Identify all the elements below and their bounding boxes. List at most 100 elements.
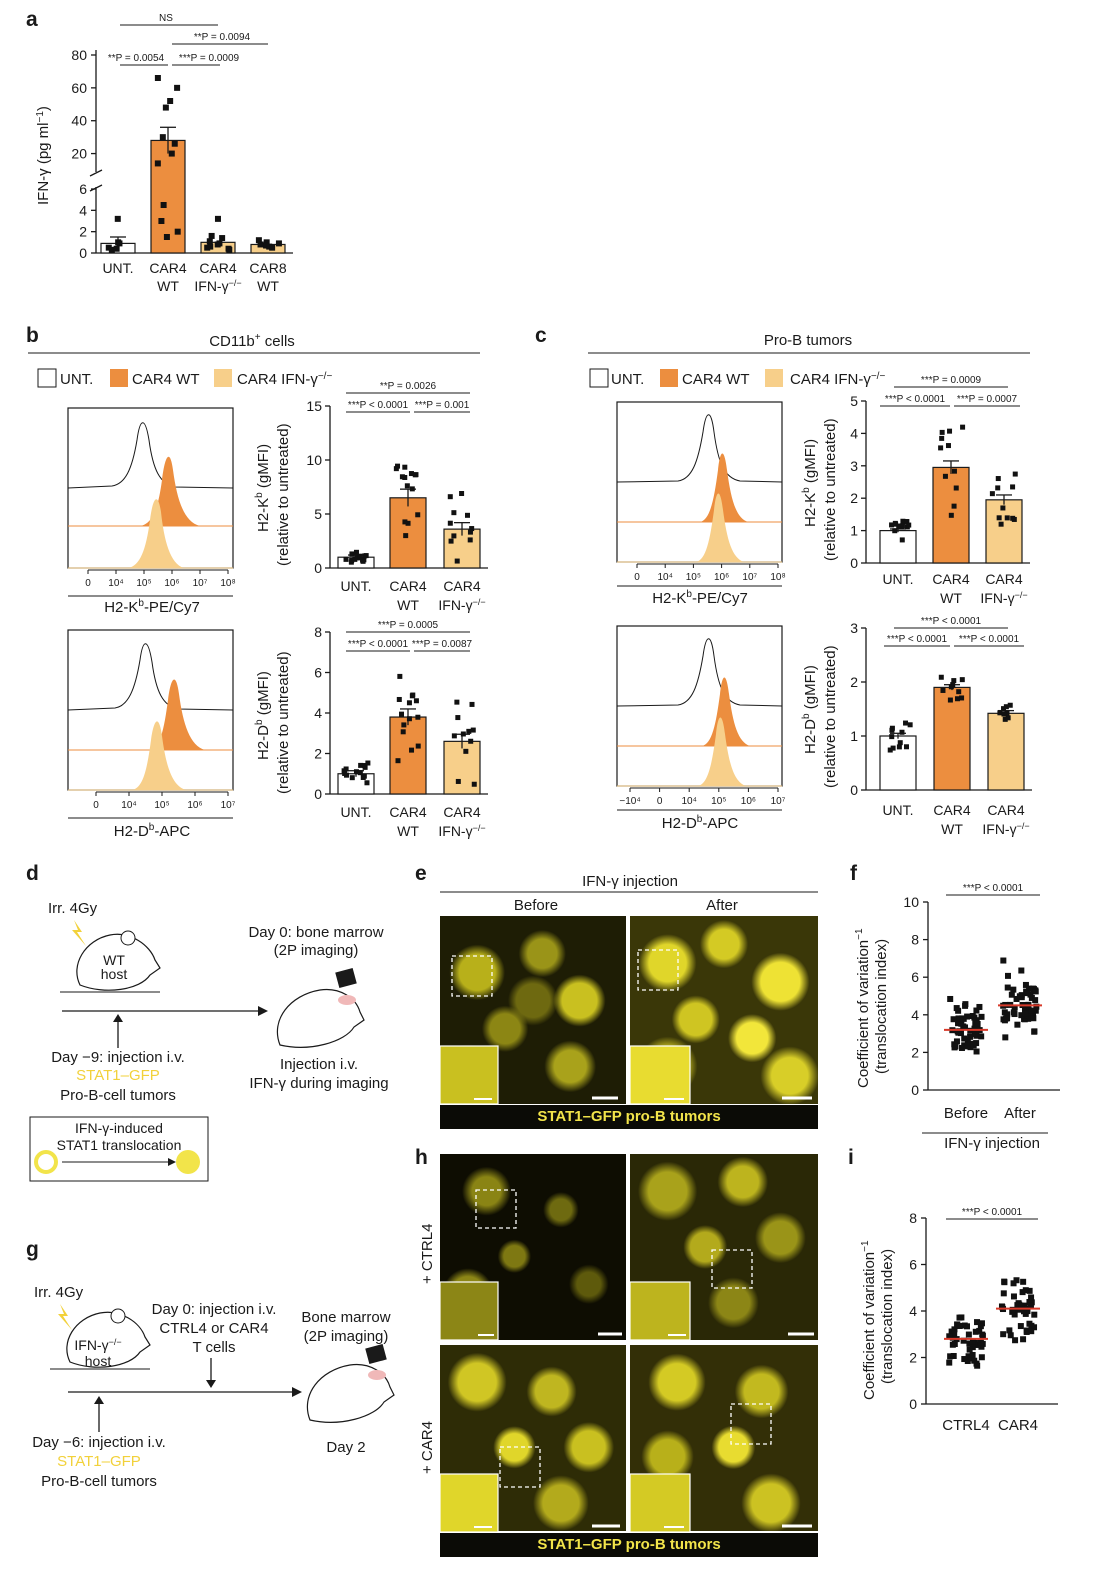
b-legend-swatch-ko [214,369,232,387]
data-point [1011,516,1017,522]
d-host2: host [101,966,128,982]
a-stat-2: ***P = 0.0009 [179,53,240,64]
data-point [448,538,454,544]
data-point [469,701,475,707]
data-point [406,700,412,706]
c-legend-ko: CAR4 IFN-γ−/− [790,371,885,388]
d-injection-arrowhead [113,1014,123,1022]
c-flow-bot-xlabel: H2-Db-APC [662,814,739,832]
a-data-point [174,228,181,235]
b-bot-ylabel1: H2-Db (gMFI) [254,671,272,760]
data-point [948,684,954,690]
data-point [365,760,371,766]
data-point [467,529,473,535]
data-point [995,485,1001,491]
a-axis-break [89,184,103,192]
c-flow-top-ticks: 0 10⁴ 10⁵ 10⁶ 10⁷ 10⁸ [634,563,786,583]
bar [389,497,427,569]
a-data-point [115,239,122,246]
stat-label: ***P < 0.0001 [887,634,948,645]
a-data-point [105,244,112,251]
b-flow-top-unt [67,422,234,489]
data-point [962,1024,969,1031]
b-title: CD11b+ cells [209,332,295,350]
data-point [1000,1290,1007,1297]
y-tick-label: 15 [306,398,322,414]
y-tick-label: 6 [314,665,322,681]
y-tick-label: 1 [850,728,858,744]
y-tick-label: 4 [911,1007,919,1023]
stat-label: ***P = 0.001 [415,400,470,411]
data-point [1006,1327,1013,1334]
d-timeline-arrow [258,1006,268,1016]
data-point [471,781,477,787]
c-top-ylabel1: H2-Kb (gMFI) [801,439,819,527]
flow-tick-label: 10⁷ [771,796,786,807]
data-point [903,720,909,726]
data-point [415,714,421,720]
flow-tick-label: 10⁶ [164,578,179,589]
a-data-point [214,241,221,248]
flow-tick-label: 10⁴ [121,800,136,811]
data-point [904,519,910,525]
data-point [466,728,472,734]
y-tick-label: 2 [850,674,858,690]
data-point [354,555,360,561]
data-point [973,1007,980,1014]
b-legend-swatch-unt [37,368,57,388]
stat-label: ***P = 0.0007 [957,394,1018,405]
stat-label: ***P < 0.0001 [963,883,1024,894]
f-ylabel1: Coefficient of variation−1 [854,928,872,1088]
data-point [1020,1336,1027,1343]
data-point [464,512,470,518]
flow-tick-label: 10⁵ [686,572,701,583]
data-point [459,491,465,497]
data-point [938,445,944,451]
data-point [1000,1331,1007,1338]
c-flow-top-wt [700,453,748,522]
a-y-tick-label: 60 [71,80,87,96]
y-tick-label: 0 [911,1082,919,1098]
a-data-point [263,242,270,249]
data-point [966,1340,973,1347]
data-point [409,747,415,753]
data-point [1004,1011,1011,1018]
data-point [1020,1308,1027,1315]
x-category-label: CAR4 [932,571,970,587]
data-point [349,551,355,557]
data-point [455,715,461,721]
y-tick-label: 5 [314,506,322,522]
micro-h-car-after [630,1345,818,1531]
y-tick-label: 0 [314,560,322,576]
data-point [1010,1293,1017,1300]
d-day9: Day −9: injection i.v. [51,1049,185,1066]
g-day0b: CTRL4 or CAR4 [159,1320,268,1337]
data-point [889,727,895,733]
data-point [1004,984,1011,991]
data-point [357,553,363,559]
data-point [1010,484,1016,490]
c-bot-chart: 3 2 1 0 ***P < 0.0001 ***P < 0.0001 ***P < 0.0… [850,616,1032,837]
data-point [976,1327,983,1334]
data-point [1001,1279,1008,1286]
d-host1: WT [103,952,125,968]
a-xlabels: UNT. CAR4 WT CAR4 IFN-γ−/− CAR8 WT [102,260,286,294]
d-box1: IFN-γ-induced [75,1120,163,1136]
y-tick-label: 4 [909,1303,917,1319]
caption-h: STAT1–GFP pro-B tumors [440,1533,818,1557]
d-inj2: IFN-γ during imaging [249,1075,388,1092]
data-point [901,519,907,525]
flow-tick-label: 0 [634,572,640,583]
data-point [938,674,944,680]
b-flow-bot [67,629,234,791]
panel-label-g: g [26,1238,39,1261]
x-category-label: After [1004,1105,1036,1122]
panel-label-d: d [26,862,39,885]
a-y-tick-label: 0 [79,245,87,261]
x-category-label: CAR4 [389,804,427,820]
a-data-point [214,215,221,222]
data-point [460,731,466,737]
x-category-label: CAR4 [933,802,971,818]
data-point [887,747,893,753]
data-point [961,1035,968,1042]
